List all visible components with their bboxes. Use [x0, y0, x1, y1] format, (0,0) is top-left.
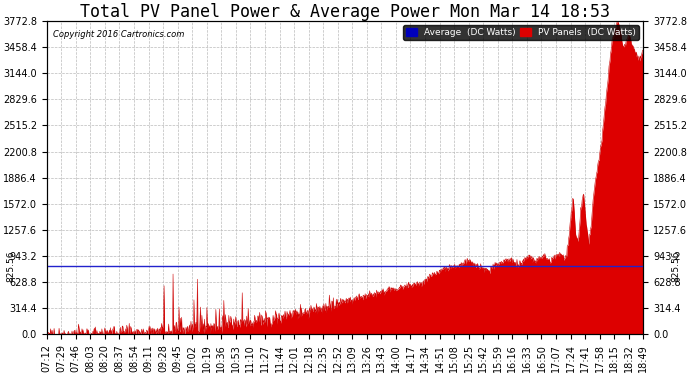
Legend: Average  (DC Watts), PV Panels  (DC Watts): Average (DC Watts), PV Panels (DC Watts)	[404, 26, 639, 40]
Text: Copyright 2016 Cartronics.com: Copyright 2016 Cartronics.com	[52, 30, 184, 39]
Text: 825.56: 825.56	[6, 250, 15, 282]
Title: Total PV Panel Power & Average Power Mon Mar 14 18:53: Total PV Panel Power & Average Power Mon…	[80, 3, 610, 21]
Text: 825.56: 825.56	[671, 250, 681, 282]
